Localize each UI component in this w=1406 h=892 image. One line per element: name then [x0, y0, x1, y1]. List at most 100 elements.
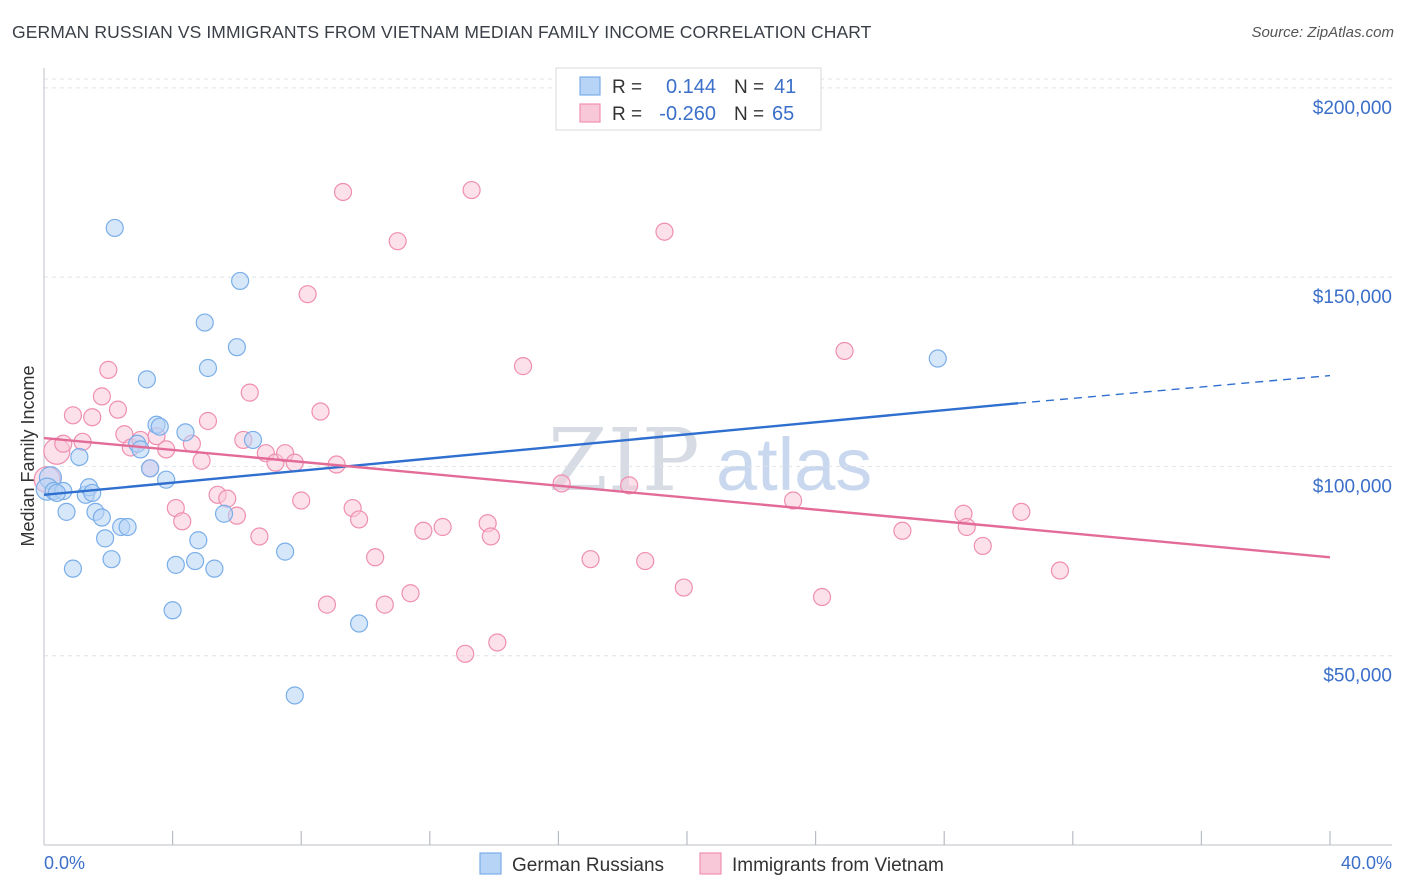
vietnam-point	[620, 476, 639, 495]
axes	[43, 68, 1392, 846]
vietnam-point	[812, 587, 832, 607]
legend-n-value-1: 41	[774, 76, 796, 98]
y-tick-label: $150,000	[1313, 287, 1392, 308]
vietnam-point	[1012, 502, 1031, 521]
chart-title: GERMAN RUSSIAN VS IMMIGRANTS FROM VIETNA…	[12, 22, 872, 42]
vietnam-point	[375, 595, 394, 614]
vietnam-point	[108, 400, 128, 419]
german-russians-point	[205, 559, 224, 578]
vietnam-point	[481, 527, 500, 546]
german-russians-point	[166, 555, 185, 574]
trend-line-german-russians-extension	[1018, 374, 1331, 404]
vietnam-point	[333, 182, 353, 202]
legend-swatch-vietnam	[699, 852, 722, 875]
trend-lines	[43, 374, 1331, 559]
gridlines	[44, 78, 1392, 657]
german-russians-point	[198, 358, 218, 378]
vietnam-point	[366, 548, 385, 567]
legend-n-label-1: N =	[734, 77, 764, 98]
vietnam-point	[240, 383, 259, 402]
vietnam-point	[462, 180, 481, 200]
x-ticks	[172, 831, 1331, 845]
german-russians-point	[131, 440, 150, 459]
vietnam-point	[92, 387, 111, 406]
source-credit: Source: ZipAtlas.com	[1251, 24, 1394, 41]
german-russians-point	[63, 559, 83, 578]
vietnam-point	[63, 406, 83, 425]
german-russians-point	[83, 483, 102, 503]
vietnam-point	[401, 584, 420, 603]
german-russians-point	[276, 542, 295, 561]
vietnam-point	[636, 551, 655, 571]
german-russians-point	[186, 551, 205, 571]
correlation-legend: R = 0.144 N = 41 R = -0.260 N = 65	[555, 67, 822, 131]
vietnam-point	[552, 474, 571, 493]
vietnam-point	[292, 491, 311, 510]
vietnam-point	[317, 595, 337, 614]
legend-swatch-pink	[579, 103, 601, 123]
german-russians-point	[92, 508, 111, 527]
vietnam-point	[893, 521, 912, 540]
vietnam-point	[218, 489, 237, 508]
vietnam-point	[957, 517, 976, 537]
german-russians-point	[57, 502, 76, 521]
german-russians-point	[140, 459, 160, 478]
vietnam-point	[298, 285, 317, 304]
german-russians-point	[349, 614, 369, 633]
german-russians-point	[102, 550, 121, 569]
german-russians-point	[150, 417, 169, 436]
series-vietnam-points	[33, 180, 1070, 663]
y-tick-labels: $50,000 $100,000 $150,000 $200,000	[1313, 98, 1392, 687]
legend-r-value-1: 0.144	[666, 76, 716, 98]
series-german-russians-points	[35, 218, 947, 705]
legend-r-label-1: R =	[612, 77, 642, 98]
vietnam-point	[198, 411, 218, 431]
german-russians-point	[118, 517, 137, 537]
german-russians-point	[137, 370, 156, 389]
german-russians-point	[227, 338, 246, 357]
series-legend: German Russians Immigrants from Vietnam	[479, 852, 944, 876]
trend-line-vietnam	[43, 436, 1331, 559]
vietnam-point	[173, 512, 192, 531]
vietnam-point	[655, 222, 674, 241]
vietnam-point	[311, 402, 330, 421]
y-tick-label: $100,000	[1313, 476, 1392, 497]
vietnam-point	[250, 527, 269, 546]
vietnam-point	[973, 536, 992, 556]
german-russians-point	[176, 423, 195, 442]
german-russians-point	[70, 447, 89, 467]
vietnam-point	[192, 451, 211, 470]
legend-n-value-2: 65	[772, 103, 794, 125]
legend-swatch-german-russians	[479, 852, 502, 875]
vietnam-point	[388, 232, 407, 251]
watermark-zip: ZIP	[548, 411, 700, 511]
legend-r-label-2: R =	[612, 104, 642, 125]
german-russians-point	[163, 601, 182, 620]
vietnam-point	[433, 517, 452, 537]
y-axis-title: Median Family Income	[18, 365, 38, 546]
vietnam-point	[1050, 561, 1070, 580]
german-russians-point	[214, 504, 234, 523]
legend-label-german-russians: German Russians	[512, 855, 664, 876]
y-tick-label: $50,000	[1323, 666, 1392, 687]
legend-n-label-2: N =	[734, 104, 764, 125]
vietnam-point	[414, 521, 433, 540]
x-tick-label-min: 0.0%	[44, 853, 85, 873]
german-russians-point	[285, 686, 304, 705]
german-russians-point	[105, 218, 124, 238]
german-russians-point	[231, 271, 250, 291]
vietnam-point	[513, 357, 533, 376]
vietnam-point	[783, 491, 803, 510]
vietnam-point	[349, 510, 369, 529]
german-russians-point	[157, 470, 176, 489]
legend-label-vietnam: Immigrants from Vietnam	[732, 855, 944, 876]
vietnam-point	[488, 633, 507, 652]
german-russians-point	[928, 349, 947, 368]
legend-r-value-2: -0.260	[659, 103, 716, 125]
watermark: ZIP atlas	[548, 411, 872, 511]
vietnam-point	[83, 408, 102, 427]
german-russians-point	[243, 430, 263, 450]
vietnam-point	[835, 341, 854, 361]
